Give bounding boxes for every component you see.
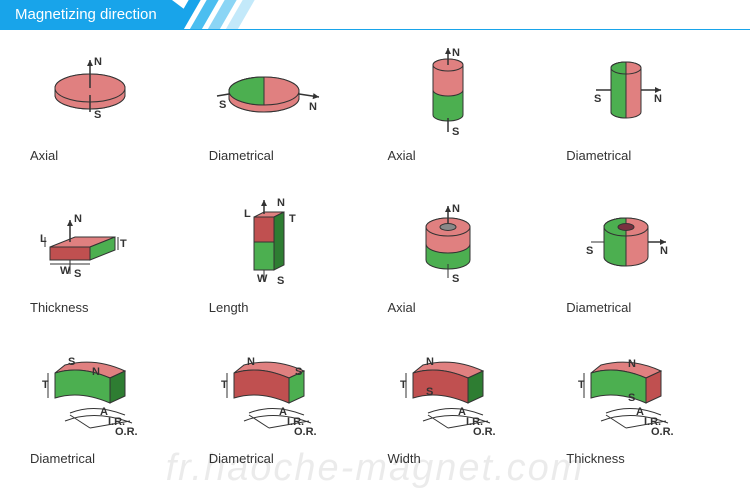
svg-text:A: A <box>636 406 644 418</box>
cylinder-diametrical-icon: N S <box>556 40 696 140</box>
disc-axial-icon: N S <box>20 40 160 140</box>
cell-label: Diametrical <box>556 300 631 315</box>
arc-width-icon: NS T A I.R. O.R. <box>378 343 518 443</box>
cell-label: Width <box>378 451 421 466</box>
svg-text:S: S <box>452 126 459 138</box>
svg-text:S: S <box>295 366 302 378</box>
svg-text:S: S <box>452 273 459 285</box>
block-length-icon: N S L W T <box>199 192 339 292</box>
svg-text:S: S <box>628 392 635 404</box>
svg-text:N: N <box>74 213 82 225</box>
cell-block-length: N S L W T Length <box>199 192 373 339</box>
svg-text:S: S <box>586 245 593 257</box>
svg-text:N: N <box>654 93 662 105</box>
cell-disc-axial: N S Axial <box>20 40 194 187</box>
cell-label: Diametrical <box>20 451 95 466</box>
svg-text:A: A <box>100 406 108 418</box>
svg-text:T: T <box>120 238 127 250</box>
arc-diametrical-icon: SN T A I.R. O.R. <box>20 343 160 443</box>
cell-ring-diametrical: N S Diametrical <box>556 192 730 339</box>
svg-text:T: T <box>289 213 296 225</box>
svg-text:A: A <box>279 406 287 418</box>
cell-label: Axial <box>378 300 416 315</box>
svg-text:S: S <box>594 93 601 105</box>
cell-label: Diametrical <box>199 148 274 163</box>
svg-text:S: S <box>219 99 226 111</box>
arc-thickness-icon: NS T A I.R. O.R. <box>556 343 696 443</box>
diagram-grid: N S Axial N S Diametrical N S Axial N S … <box>0 30 750 490</box>
svg-text:O.R.: O.R. <box>651 426 674 438</box>
disc-diametrical-icon: N S <box>199 40 339 140</box>
svg-text:O.R.: O.R. <box>115 426 138 438</box>
svg-text:N: N <box>660 245 668 257</box>
svg-text:W: W <box>257 273 268 285</box>
ring-axial-icon: N S <box>378 192 518 292</box>
svg-text:N: N <box>92 366 100 378</box>
block-thickness-icon: N S L W T <box>20 192 160 292</box>
cell-label: Length <box>199 300 249 315</box>
svg-text:L: L <box>244 208 251 220</box>
cell-arc-diametrical-2: NS T A I.R. O.R. Diametrical <box>199 343 373 490</box>
svg-text:A: A <box>458 406 466 418</box>
header-underline <box>0 29 750 30</box>
cell-cylinder-axial: N S Axial <box>378 40 552 187</box>
header: Magnetizing direction <box>0 0 750 30</box>
svg-text:N: N <box>426 356 434 368</box>
svg-text:S: S <box>277 275 284 287</box>
cell-label: Diametrical <box>556 148 631 163</box>
svg-text:N: N <box>277 197 285 209</box>
svg-text:N: N <box>94 56 102 68</box>
svg-text:O.R.: O.R. <box>473 426 496 438</box>
cell-arc-width: NS T A I.R. O.R. Width <box>378 343 552 490</box>
cell-cylinder-diametrical: N S Diametrical <box>556 40 730 187</box>
svg-text:S: S <box>426 386 433 398</box>
svg-text:S: S <box>94 109 101 121</box>
svg-text:S: S <box>74 268 81 280</box>
header-title: Magnetizing direction <box>0 0 172 30</box>
cell-ring-axial: N S Axial <box>378 192 552 339</box>
svg-text:L: L <box>40 233 47 245</box>
svg-text:N: N <box>628 358 636 370</box>
cell-block-thickness: N S L W T Thickness <box>20 192 194 339</box>
cell-arc-thickness: NS T A I.R. O.R. Thickness <box>556 343 730 490</box>
header-stripes <box>180 0 252 30</box>
cell-label: Thickness <box>556 451 625 466</box>
svg-text:N: N <box>247 356 255 368</box>
cell-label: Axial <box>20 148 58 163</box>
svg-text:N: N <box>452 203 460 215</box>
cell-label: Thickness <box>20 300 89 315</box>
svg-text:S: S <box>68 356 75 368</box>
svg-text:N: N <box>309 101 317 113</box>
svg-text:W: W <box>60 265 71 277</box>
cell-label: Axial <box>378 148 416 163</box>
arc-diametrical-2-icon: NS T A I.R. O.R. <box>199 343 339 443</box>
cell-label: Diametrical <box>199 451 274 466</box>
cell-arc-diametrical: SN T A I.R. O.R. Diametrical <box>20 343 194 490</box>
ring-diametrical-icon: N S <box>556 192 696 292</box>
cell-disc-diametrical: N S Diametrical <box>199 40 373 187</box>
svg-text:O.R.: O.R. <box>294 426 317 438</box>
cylinder-axial-icon: N S <box>378 40 518 140</box>
svg-text:N: N <box>452 47 460 59</box>
